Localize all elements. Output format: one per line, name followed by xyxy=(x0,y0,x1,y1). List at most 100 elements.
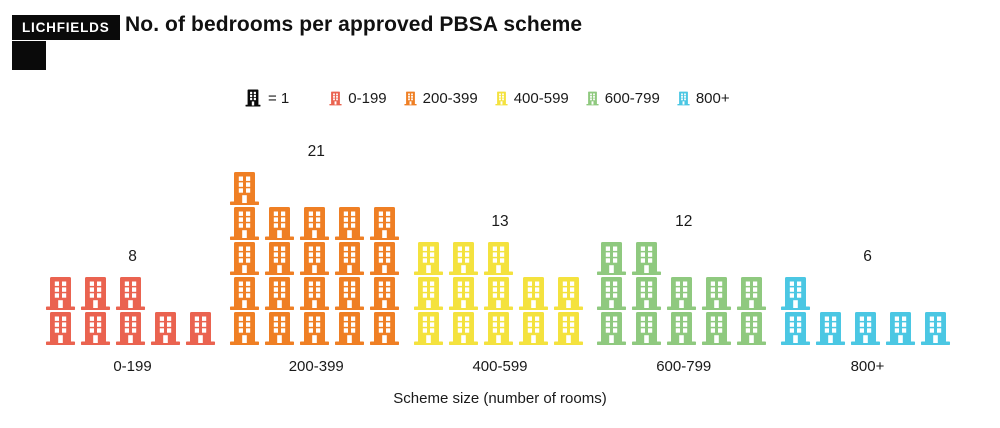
building-icon xyxy=(404,91,417,105)
building-icon xyxy=(264,277,294,310)
building-icon xyxy=(264,312,294,345)
pictogram-unit xyxy=(483,277,518,310)
building-icon xyxy=(667,277,697,310)
building-icon xyxy=(518,312,548,345)
pictogram-unit xyxy=(631,312,666,345)
pictogram-group-600-799: 12 600-799 xyxy=(596,140,771,375)
building-icon xyxy=(553,312,583,345)
building-icon xyxy=(597,312,627,345)
pictogram-unit xyxy=(229,172,264,205)
legend-items: 0-199 200-399 400-599 600-799 800+ xyxy=(329,90,746,107)
pictogram-unit xyxy=(553,277,588,310)
building-icon xyxy=(781,277,810,310)
building-icon xyxy=(229,172,259,205)
pictogram-unit xyxy=(920,312,955,345)
pictogram-row xyxy=(596,240,666,275)
legend-unit-label: = 1 xyxy=(268,89,290,107)
pictogram-unit xyxy=(334,277,369,310)
pictogram-unit xyxy=(413,312,448,345)
pictogram-unit xyxy=(701,312,736,345)
value-label: 12 xyxy=(675,213,693,230)
pictogram-row xyxy=(780,275,815,310)
building-icon xyxy=(597,277,627,310)
pictogram-unit xyxy=(115,277,150,310)
pictogram-unit xyxy=(80,312,115,345)
building-icon xyxy=(329,91,342,106)
pictogram-unit xyxy=(850,312,885,345)
pictogram-unit xyxy=(448,277,483,310)
building-icon xyxy=(46,277,75,310)
x-axis-title: Scheme size (number of rooms) xyxy=(393,390,607,407)
pictogram-chart: 8 0-199 21 200-399 13 400-599 12 600-799 6 800+ xyxy=(45,140,955,375)
building-icon xyxy=(334,277,364,310)
pictogram-group-0-199: 8 0-199 xyxy=(45,140,220,375)
lichfields-logo: LICHFIELDS xyxy=(12,15,120,40)
legend-item-label: 800+ xyxy=(695,89,730,107)
pictogram-unit xyxy=(780,312,815,345)
building-icon xyxy=(151,312,180,345)
pictogram-unit xyxy=(299,312,334,345)
building-icon xyxy=(229,242,259,275)
legend-item-label: 400-599 xyxy=(513,89,569,107)
building-icon xyxy=(81,277,110,310)
pictogram-row xyxy=(229,240,404,275)
building-icon xyxy=(781,312,810,345)
pictogram-row xyxy=(45,310,220,345)
building-icon xyxy=(448,277,478,310)
pictogram-unit xyxy=(369,312,404,345)
pictogram-unit xyxy=(780,277,815,310)
building-icon xyxy=(46,312,75,345)
pictogram-unit xyxy=(369,277,404,310)
pictogram-unit xyxy=(369,242,404,275)
pictogram-row xyxy=(229,275,404,310)
pictogram-group-400-599: 13 400-599 xyxy=(413,140,588,375)
legend-item-label: 600-799 xyxy=(604,89,660,107)
pictogram-row xyxy=(596,275,771,310)
legend-unit-key: = 1 xyxy=(245,89,289,107)
pictogram-unit xyxy=(264,207,299,240)
building-icon xyxy=(245,89,261,107)
x-axis-tick-label: 600-799 xyxy=(656,358,712,375)
building-icon xyxy=(448,312,478,345)
pictogram-unit xyxy=(596,277,631,310)
building-icon xyxy=(586,91,599,106)
pictogram-unit xyxy=(229,207,264,240)
building-icon xyxy=(518,277,548,310)
building-icon xyxy=(483,312,513,345)
legend-item-0-199: 0-199 xyxy=(329,90,387,107)
pictogram-unit xyxy=(229,242,264,275)
building-icon xyxy=(632,277,662,310)
building-icon xyxy=(229,207,259,240)
pictogram-unit xyxy=(736,312,771,345)
lichfields-logo-leg xyxy=(12,41,46,70)
building-icon xyxy=(495,91,508,105)
pictogram-unit xyxy=(885,312,920,345)
building-icon xyxy=(264,242,294,275)
building-icon xyxy=(702,277,732,310)
pictogram-unit xyxy=(299,207,334,240)
building-icon xyxy=(264,207,294,240)
building-icon xyxy=(369,312,399,345)
pictogram-unit xyxy=(448,242,483,275)
building-icon xyxy=(299,242,329,275)
pictogram-unit xyxy=(80,277,115,310)
building-icon xyxy=(229,312,259,345)
pictogram-unit xyxy=(229,312,264,345)
value-label: 8 xyxy=(128,248,137,265)
building-icon xyxy=(245,89,261,107)
pictogram-unit xyxy=(264,312,299,345)
legend-item-600-799: 600-799 xyxy=(586,90,660,107)
pictogram-row xyxy=(413,310,588,345)
pictogram-unit xyxy=(815,312,850,345)
pictogram-unit xyxy=(264,277,299,310)
legend-item-800+: 800+ xyxy=(677,90,730,107)
building-icon xyxy=(737,277,767,310)
lichfields-logo-text: LICHFIELDS xyxy=(12,15,120,40)
building-icon xyxy=(116,312,145,345)
building-icon xyxy=(632,242,662,275)
building-icon xyxy=(586,91,599,105)
building-icon xyxy=(334,207,364,240)
building-icon xyxy=(334,242,364,275)
value-label: 21 xyxy=(307,143,325,160)
